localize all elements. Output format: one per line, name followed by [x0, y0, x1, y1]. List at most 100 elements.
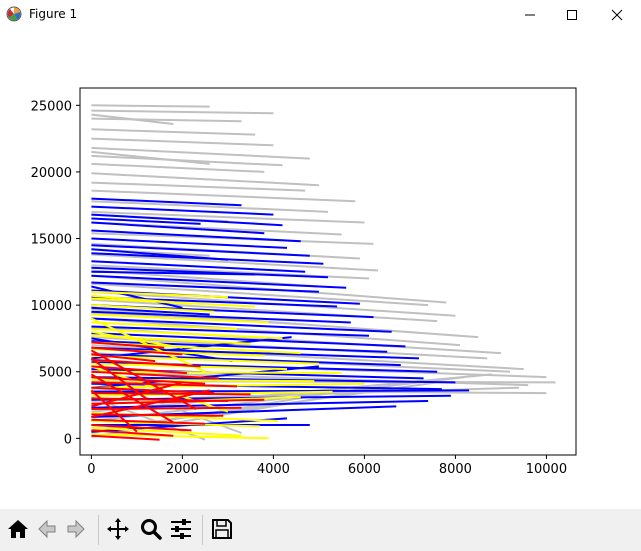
yellow-series-line-4 — [91, 321, 238, 331]
minimize-button[interactable] — [507, 0, 553, 30]
blue-series-line-5 — [91, 237, 288, 249]
yellow-series-line-19 — [91, 433, 269, 440]
gray-series-line-1 — [91, 109, 274, 115]
y-tick-label: 25000 — [31, 99, 72, 114]
blue-series-line-26 — [91, 389, 470, 393]
yellow-series-line-23 — [90, 317, 206, 373]
maximize-icon — [567, 10, 577, 20]
red-series-line-23 — [91, 389, 210, 418]
yellow-series-line-2 — [91, 304, 215, 313]
yellow-series-line-11 — [91, 370, 342, 375]
gray-series-line-4 — [91, 137, 274, 147]
blue-series-line-20 — [91, 346, 420, 360]
blue-series-line-4 — [91, 229, 301, 243]
x-tick-label: 6000 — [348, 462, 381, 477]
blue-series-line-34 — [91, 306, 210, 316]
blue-series-line-21 — [91, 353, 401, 367]
y-tick-label: 10000 — [31, 299, 72, 314]
yellow-series-line-3 — [91, 313, 269, 324]
blue-series-line-11 — [91, 281, 319, 293]
x-tick-label: 10000 — [526, 462, 567, 477]
configure-subplots-icon — [171, 519, 191, 539]
y-tick-label: 5000 — [39, 366, 72, 381]
forward-button[interactable] — [62, 515, 90, 543]
red-series-line-0 — [91, 341, 165, 349]
zoom-button[interactable] — [137, 515, 165, 543]
blue-series-line-36 — [91, 285, 183, 309]
gray-series-line-34 — [91, 376, 465, 422]
gray-series-line-0 — [91, 104, 210, 108]
blue-series-line-15 — [91, 310, 351, 324]
red-series-line-11 — [91, 398, 265, 405]
pan-button[interactable] — [104, 515, 132, 543]
yellow-series-line-20 — [91, 294, 192, 305]
gray-series-line-5 — [91, 146, 310, 160]
red-series-line-16 — [91, 429, 174, 437]
figure-canvas[interactable]: 0 2000 4000 6000 8000 10000 0 5000 10000 15000 200… — [0, 30, 641, 509]
blue-series-line-10 — [91, 274, 347, 289]
blue-series-line-19 — [91, 340, 388, 353]
axes-frame — [79, 87, 577, 456]
maximize-button[interactable] — [549, 0, 595, 30]
red-series-line-21 — [90, 349, 197, 410]
blue-series-line-8 — [91, 260, 306, 273]
save-button[interactable] — [208, 515, 236, 543]
blue-series-line-32 — [91, 217, 201, 225]
red-series-line-14 — [91, 418, 206, 425]
home-icon — [8, 520, 28, 538]
gray-series-line-10 — [91, 189, 356, 203]
yellow-series-line-0 — [91, 290, 228, 299]
close-icon — [611, 9, 623, 21]
toolbar-separator — [98, 515, 99, 545]
yellow-series-line-9 — [91, 354, 319, 365]
gray-series-line-2 — [91, 117, 242, 123]
yellow-series-line-17 — [91, 420, 260, 428]
navigation-toolbar — [0, 509, 641, 551]
red-series-line-18 — [90, 357, 147, 400]
gray-series-line-11 — [91, 200, 329, 213]
series-lines — [90, 104, 556, 441]
gray-series-line-42 — [91, 150, 210, 165]
save-floppy-icon — [212, 519, 232, 539]
blue-series-line-33 — [91, 270, 256, 276]
blue-series-line-2 — [91, 213, 283, 227]
gray-series-line-19 — [91, 282, 429, 307]
red-series-line-6 — [91, 376, 206, 385]
red-series-line-12 — [91, 406, 242, 410]
window-titlebar: Figure 1 — [0, 0, 641, 30]
axis-ticks: 0 2000 4000 6000 8000 10000 0 5000 10000 15000 200… — [31, 99, 567, 477]
matplotlib-icon — [6, 6, 22, 22]
red-series-line-1 — [91, 346, 183, 356]
red-series-line-7 — [91, 381, 238, 388]
forward-arrow-icon — [67, 519, 85, 539]
blue-series-line-17 — [91, 325, 370, 337]
plot-chart: 0 2000 4000 6000 8000 10000 0 5000 10000 15000 200… — [31, 87, 577, 477]
pan-move-icon — [107, 518, 129, 540]
y-tick-label: 0 — [64, 432, 72, 447]
blue-series-line-18 — [91, 332, 406, 348]
gray-series-line-7 — [91, 162, 265, 173]
red-series-line-4 — [91, 365, 187, 375]
x-tick-label: 4000 — [257, 462, 290, 477]
yellow-series-line-18 — [91, 426, 242, 437]
window-title: Figure 1 — [29, 7, 78, 21]
home-button[interactable] — [4, 515, 32, 543]
red-series-line-9 — [91, 392, 251, 396]
blue-series-line-0 — [91, 197, 242, 207]
yellow-series-line-5 — [91, 328, 283, 340]
zoom-magnifier-icon — [141, 519, 162, 540]
minimize-icon — [525, 14, 535, 16]
gray-series-line-16 — [91, 253, 379, 272]
configure-subplots-button[interactable] — [167, 515, 195, 543]
gray-series-line-8 — [91, 172, 319, 187]
back-button[interactable] — [33, 515, 61, 543]
gray-series-line-41 — [91, 113, 174, 125]
blue-series-line-24 — [91, 376, 456, 384]
blue-series-line-16 — [91, 317, 392, 333]
blue-series-line-35 — [91, 337, 233, 363]
red-series-line-15 — [91, 424, 192, 432]
gray-series-line-9 — [91, 181, 306, 192]
close-button[interactable] — [594, 0, 640, 30]
toolbar-separator — [202, 515, 203, 545]
x-tick-label: 2000 — [166, 462, 199, 477]
